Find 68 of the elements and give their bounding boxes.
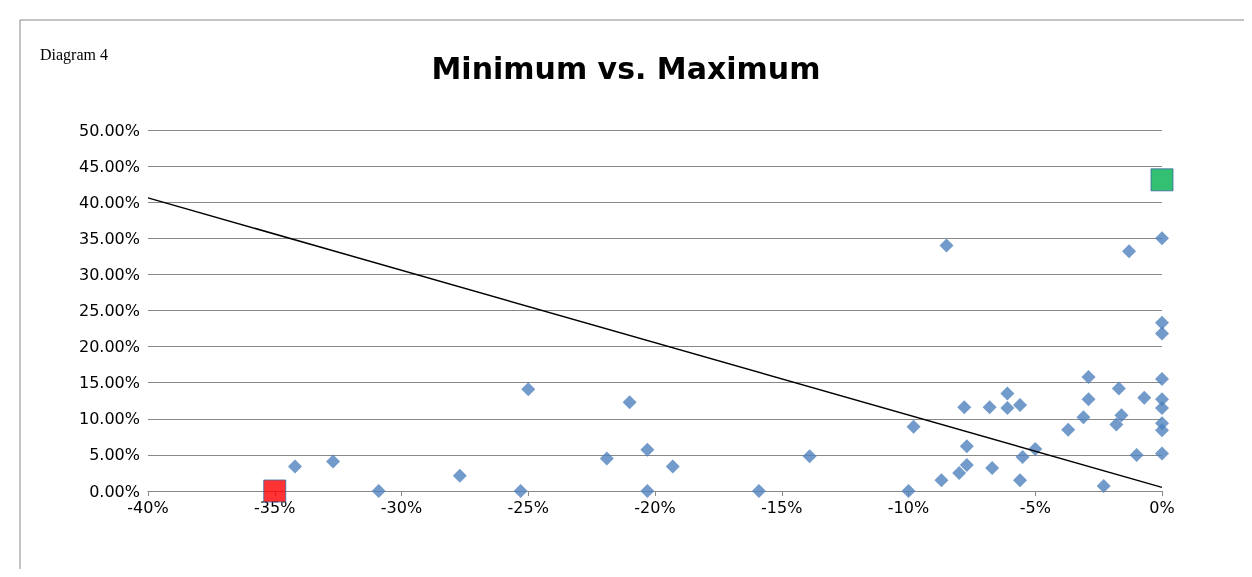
point xyxy=(1155,315,1169,330)
point xyxy=(326,454,341,469)
point xyxy=(1155,326,1169,341)
point xyxy=(959,458,974,473)
point xyxy=(952,465,967,480)
point xyxy=(1013,473,1028,488)
point xyxy=(1109,417,1124,432)
point xyxy=(1129,447,1144,462)
y-tick-label: 15.00% xyxy=(78,373,140,393)
point xyxy=(1137,390,1152,405)
point xyxy=(802,449,817,464)
y-tick-label: 50.00% xyxy=(78,120,140,140)
point xyxy=(599,451,614,466)
x-tick-label: -15% xyxy=(761,497,803,517)
y-tick-label: 30.00% xyxy=(78,264,140,284)
point xyxy=(513,484,528,498)
point xyxy=(1122,244,1137,259)
point xyxy=(939,238,954,253)
y-tick-label: 20.00% xyxy=(78,337,140,357)
point xyxy=(1081,392,1096,407)
point xyxy=(622,395,637,410)
x-tick-label: -30% xyxy=(380,497,423,517)
point xyxy=(1000,400,1015,415)
point xyxy=(959,439,974,454)
y-tick-label: 45.00% xyxy=(78,156,140,176)
x-tick-label: -10% xyxy=(887,497,930,517)
point xyxy=(1081,369,1096,384)
x-tick-label: -5% xyxy=(1019,497,1051,517)
point xyxy=(982,400,997,415)
point xyxy=(934,473,949,488)
point xyxy=(1155,231,1169,246)
point xyxy=(640,484,655,498)
point xyxy=(1061,422,1076,437)
y-tick-label: 40.00% xyxy=(78,192,140,212)
point xyxy=(1015,450,1030,465)
point xyxy=(1076,410,1091,425)
point xyxy=(1013,398,1028,413)
chart-title: Minimum vs. Maximum xyxy=(431,50,821,86)
y-tick-label: 5.00% xyxy=(89,445,140,465)
point xyxy=(1114,408,1129,423)
point xyxy=(1000,386,1015,401)
x-tick-label: 0% xyxy=(1149,497,1175,517)
point xyxy=(1096,478,1111,493)
point xyxy=(1150,168,1174,192)
x-tick-label: -25% xyxy=(507,497,549,517)
point xyxy=(901,484,916,498)
point xyxy=(288,459,303,474)
point xyxy=(957,400,972,415)
point xyxy=(640,442,655,457)
point xyxy=(263,479,287,503)
point xyxy=(985,460,1000,475)
x-tick-label: -35% xyxy=(254,497,296,517)
point xyxy=(751,484,766,498)
point xyxy=(665,459,680,474)
point xyxy=(1155,446,1169,461)
point xyxy=(371,484,386,498)
y-tick-label: 10.00% xyxy=(78,409,140,429)
point xyxy=(1155,423,1169,438)
x-tick-label: -20% xyxy=(634,497,676,517)
point xyxy=(1155,372,1169,387)
text: Diagram 4 xyxy=(40,45,108,64)
y-tick-label: 35.00% xyxy=(78,228,140,248)
point xyxy=(1111,381,1126,396)
point xyxy=(906,419,921,434)
y-tick-label: 25.00% xyxy=(78,301,140,320)
point xyxy=(521,382,536,397)
point xyxy=(1155,400,1169,415)
point xyxy=(452,468,467,483)
